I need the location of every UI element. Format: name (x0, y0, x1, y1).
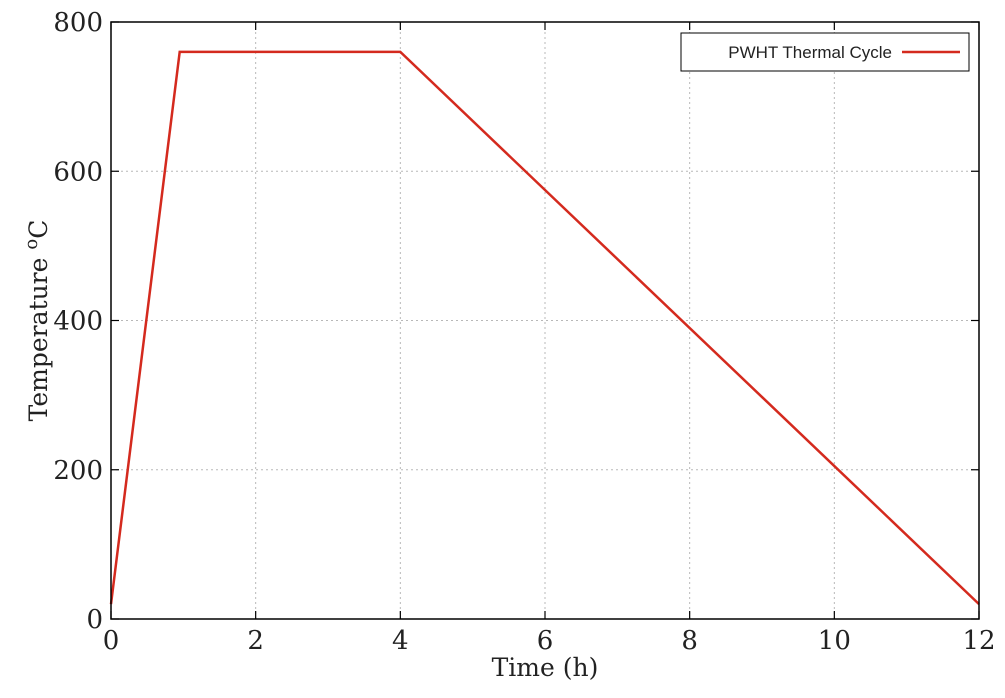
series-layer (109, 50, 980, 606)
series-line-pwht-thermal-cycle (109, 50, 980, 606)
y-tick-label: 0 (86, 605, 103, 635)
x-tick-label: 10 (818, 626, 851, 656)
y-axis-label-main: Temperature (24, 250, 53, 422)
legend-entry-pwht-thermal-cycle: PWHT Thermal Cycle (728, 43, 892, 62)
y-axis-label-unit: C (24, 220, 53, 239)
x-tick-label: 4 (392, 626, 409, 656)
x-tick-label: 12 (962, 626, 995, 656)
tick-labels: 0 2 4 6 8 10 12 0 200 400 600 800 (53, 8, 995, 656)
x-tick-label: 0 (103, 626, 120, 656)
x-axis-label: Time (h) (492, 653, 599, 682)
x-tick-label: 8 (681, 626, 698, 656)
y-axis-label-degree: o (21, 239, 42, 250)
y-tick-label: 800 (53, 8, 103, 38)
y-axis-label: Temperature oC (21, 220, 53, 422)
x-tick-label: 2 (247, 626, 264, 656)
x-tick-label: 6 (537, 626, 554, 656)
grid-lines (111, 22, 979, 619)
y-tick-label: 400 (53, 307, 103, 337)
y-tick-label: 200 (53, 456, 103, 486)
y-tick-label: 600 (53, 157, 103, 187)
legend: PWHT Thermal Cycle (680, 32, 970, 72)
tick-marks (110, 21, 980, 620)
